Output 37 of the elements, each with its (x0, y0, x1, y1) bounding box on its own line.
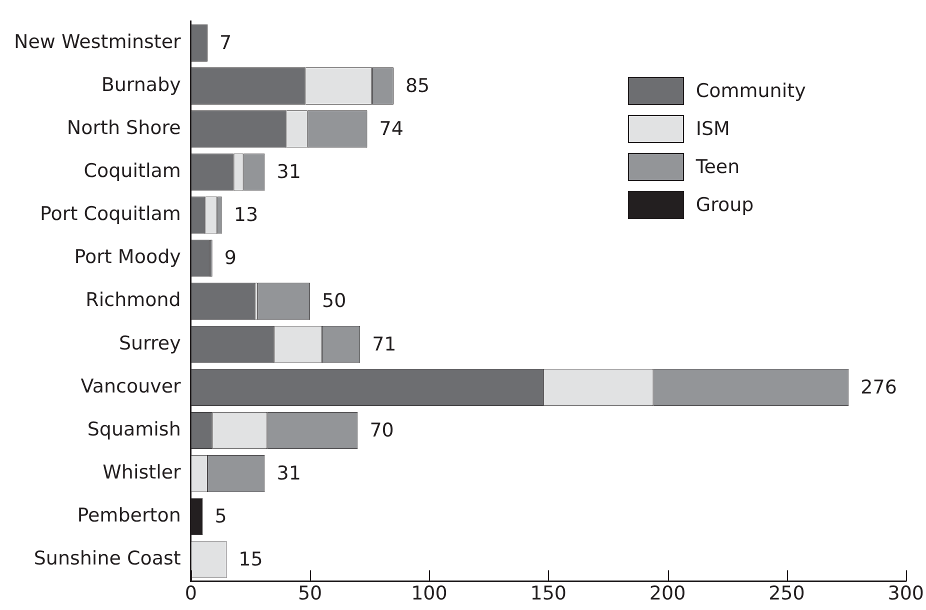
x-tick-label: 50 (298, 582, 322, 605)
x-tick-label: 200 (649, 582, 686, 605)
total-label: 15 (238, 548, 263, 571)
x-tick-label: 250 (768, 582, 805, 605)
y-tick-label: Whistler (102, 461, 182, 484)
total-label: 85 (405, 74, 430, 97)
x-tick-label: 0 (184, 582, 197, 605)
y-tick-label: Port Moody (74, 246, 181, 268)
total-label: 31 (276, 161, 301, 184)
total-label: 276 (860, 376, 897, 398)
total-label: 7 (220, 32, 232, 54)
y-tick-label: New Westminster (14, 30, 182, 53)
x-tick-label: 300 (888, 582, 924, 605)
legend-label: Group (696, 194, 754, 216)
y-tick-label: Burnaby (101, 74, 181, 96)
y-tick-label: Vancouver (80, 375, 182, 398)
total-label: 50 (322, 290, 346, 312)
total-label: 74 (379, 118, 404, 140)
x-tick-label: 150 (530, 582, 566, 605)
y-tick-label: North Shore (66, 116, 181, 139)
y-tick-label: Squamish (87, 418, 181, 440)
legend-label: Community (696, 80, 806, 102)
total-label: 71 (372, 333, 396, 356)
total-label: 31 (276, 462, 301, 484)
x-tick-label: 100 (411, 582, 448, 605)
legend-label: ISM (696, 118, 730, 140)
y-tick-label: Pemberton (77, 504, 181, 527)
legend-label: Teen (696, 156, 740, 178)
total-label: 9 (224, 247, 236, 270)
total-label: 70 (370, 419, 394, 442)
y-tick-label: Surrey (118, 332, 181, 354)
y-tick-label: Coquitlam (84, 160, 181, 182)
y-tick-label: Port Coquitlam (40, 203, 181, 226)
total-label: 13 (234, 204, 258, 226)
y-tick-label: Sunshine Coast (34, 548, 181, 570)
total-label: 5 (214, 506, 227, 528)
y-tick-label: Richmond (86, 289, 181, 312)
